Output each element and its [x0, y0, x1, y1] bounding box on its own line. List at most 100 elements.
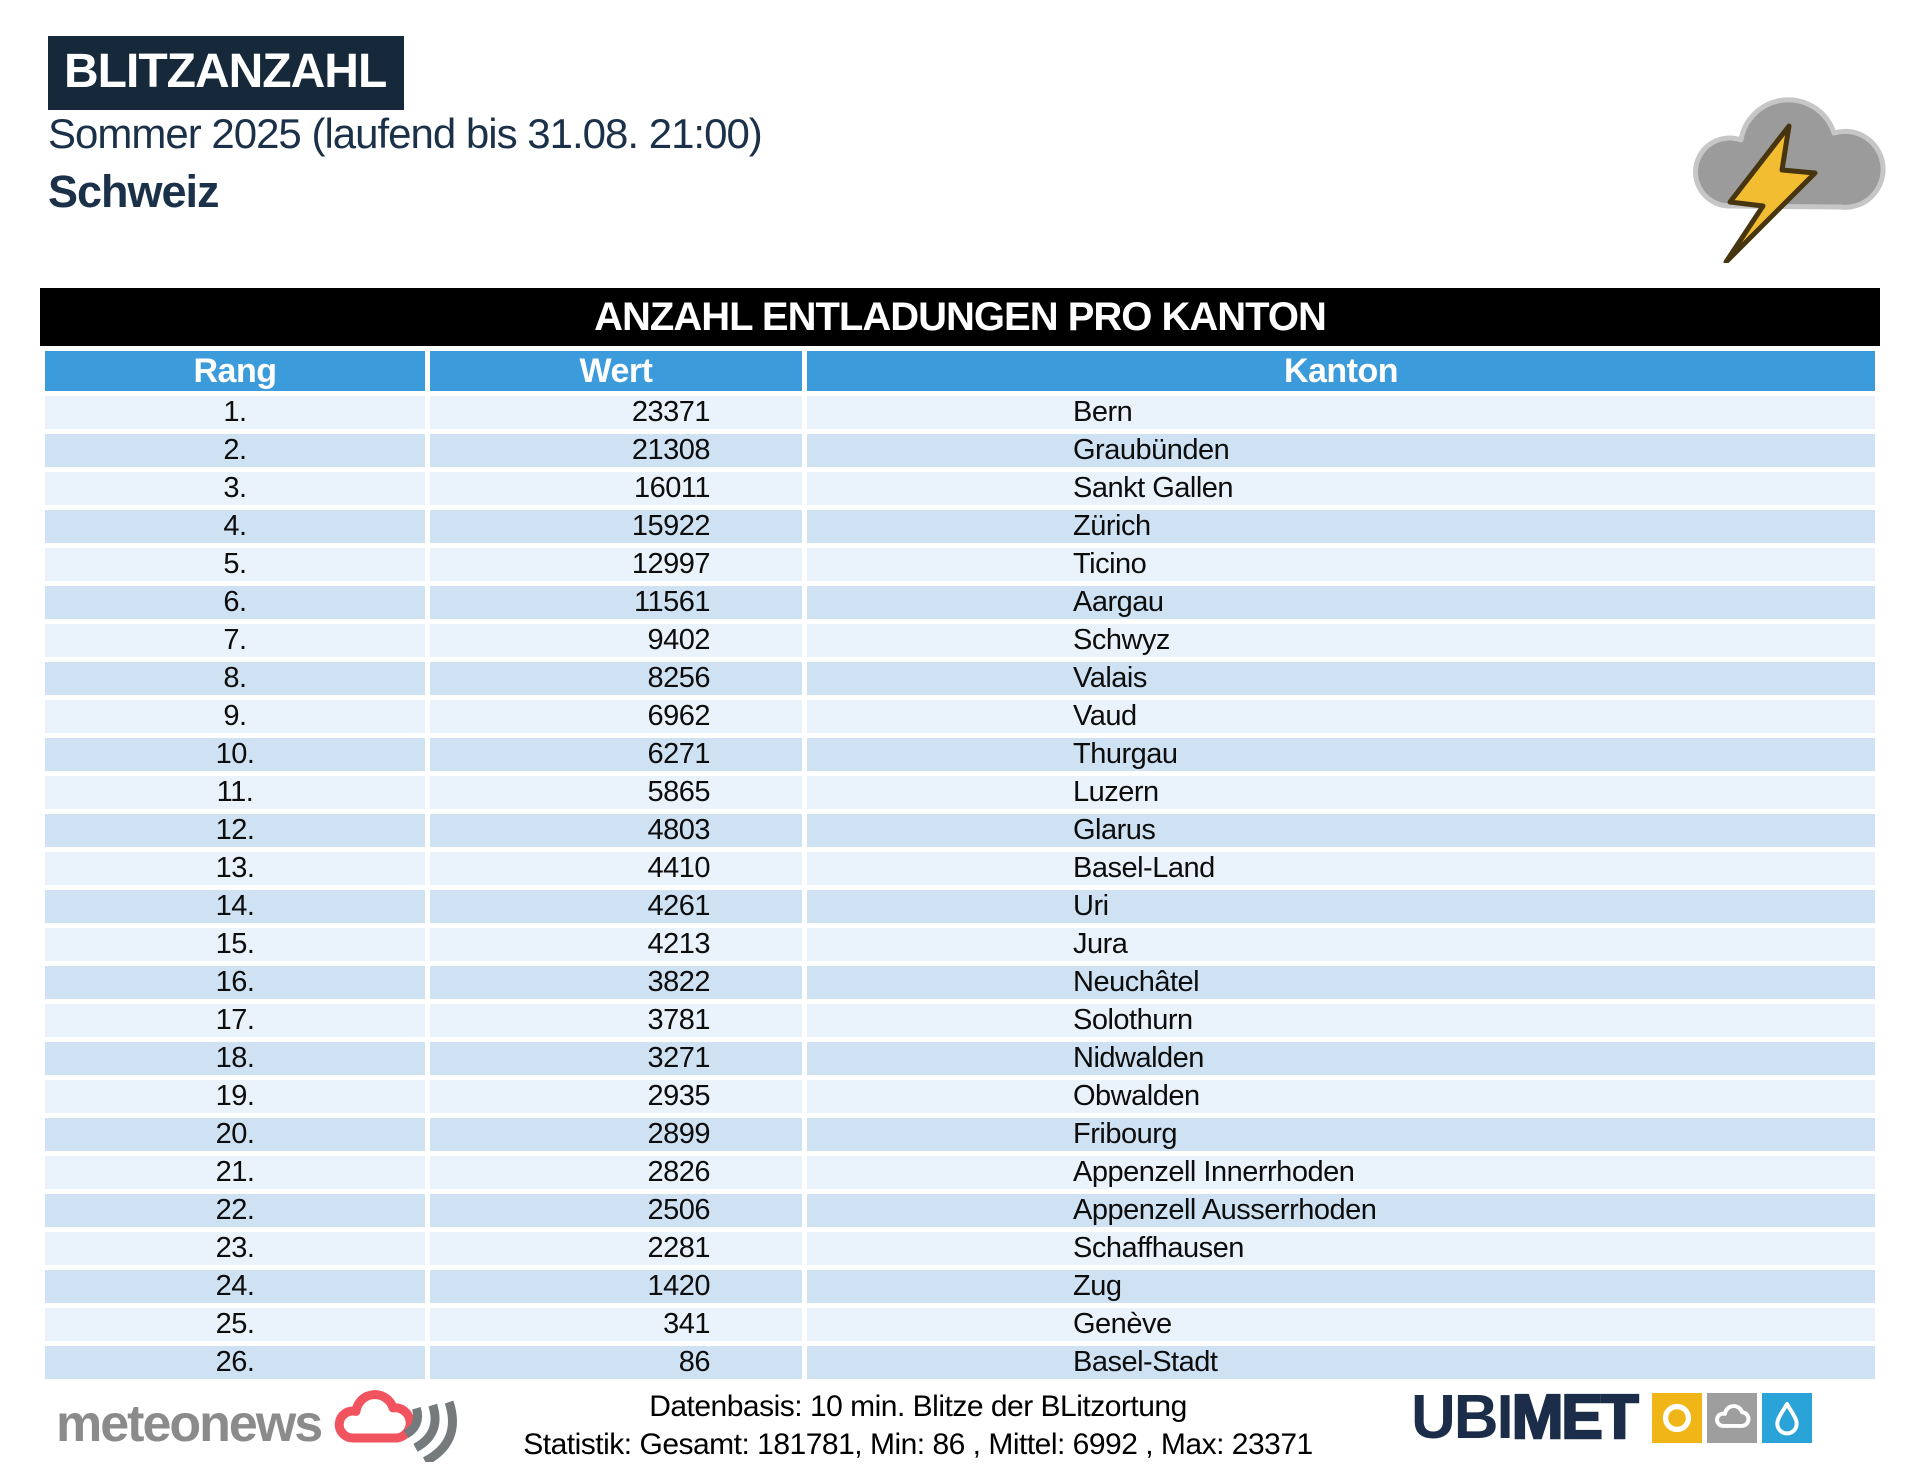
meteonews-wordmark: meteonews — [56, 1395, 323, 1453]
rank-cell: 8. — [45, 662, 425, 695]
ubimet-met: MET — [1511, 1383, 1640, 1452]
column-header-kanton: Kanton — [807, 351, 1875, 391]
rank-cell: 19. — [45, 1080, 425, 1113]
rank-cell: 5. — [45, 548, 425, 581]
rank-cell: 4. — [45, 510, 425, 543]
droplet-icon — [1761, 1393, 1812, 1443]
ubimet-logo: UBIMET — [1411, 1385, 1812, 1450]
table-row: 18. 3271 Nidwalden — [45, 1042, 1875, 1075]
canton-cell: Appenzell Innerrhoden — [807, 1156, 1875, 1189]
rank-cell: 7. — [45, 624, 425, 657]
table-row: 22. 2506 Appenzell Ausserrhoden — [45, 1194, 1875, 1227]
canton-cell: Neuchâtel — [807, 966, 1875, 999]
footer-stats: Datenbasis: 10 min. Blitze der BLitzortu… — [418, 1388, 1418, 1464]
storm-cloud-lightning-icon — [1693, 97, 1886, 263]
rank-cell: 26. — [45, 1346, 425, 1379]
page-title: BLITZANZAHL — [48, 36, 405, 110]
rank-cell: 17. — [45, 1004, 425, 1037]
rank-cell: 22. — [45, 1194, 425, 1227]
value-cell: 16011 — [430, 472, 802, 505]
value-cell: 5865 — [430, 776, 802, 809]
table-row: 5. 12997 Ticino — [45, 548, 1875, 581]
table-row: 4. 15922 Zürich — [45, 510, 1875, 543]
canton-cell: Nidwalden — [807, 1042, 1875, 1075]
canton-cell: Genève — [807, 1308, 1875, 1341]
canton-cell: Obwalden — [807, 1080, 1875, 1113]
canton-cell: Sankt Gallen — [807, 472, 1875, 505]
value-cell: 6962 — [430, 700, 802, 733]
value-cell: 9402 — [430, 624, 802, 657]
table-row: 14. 4261 Uri — [45, 890, 1875, 923]
rank-cell: 13. — [45, 852, 425, 885]
table-row: 26. 86 Basel-Stadt — [45, 1346, 1875, 1379]
canton-cell: Aargau — [807, 586, 1875, 619]
canton-cell: Zürich — [807, 510, 1875, 543]
canton-cell: Zug — [807, 1270, 1875, 1303]
table-row: 2. 21308 Graubünden — [45, 434, 1875, 467]
canton-cell: Fribourg — [807, 1118, 1875, 1151]
table-row: 23. 2281 Schaffhausen — [45, 1232, 1875, 1265]
table-row: 13. 4410 Basel-Land — [45, 852, 1875, 885]
table-row: 24. 1420 Zug — [45, 1270, 1875, 1303]
canton-cell: Luzern — [807, 776, 1875, 809]
table-row: 12. 4803 Glarus — [45, 814, 1875, 847]
meteonews-logo: meteonews — [56, 1388, 458, 1462]
table-row: 10. 6271 Thurgau — [45, 738, 1875, 771]
value-cell: 4213 — [430, 928, 802, 961]
column-header-rang: Rang — [45, 351, 425, 391]
rank-cell: 1. — [45, 396, 425, 429]
value-cell: 6271 — [430, 738, 802, 771]
table-row: 9. 6962 Vaud — [45, 700, 1875, 733]
canton-cell: Appenzell Ausserrhoden — [807, 1194, 1875, 1227]
rank-cell: 9. — [45, 700, 425, 733]
rank-cell: 10. — [45, 738, 425, 771]
canton-table: ANZAHL ENTLADUNGEN PRO KANTON Rang Wert … — [40, 288, 1880, 1384]
value-cell: 3781 — [430, 1004, 802, 1037]
value-cell: 2281 — [430, 1232, 802, 1265]
table-row: 1. 23371 Bern — [45, 396, 1875, 429]
canton-cell: Jura — [807, 928, 1875, 961]
rank-cell: 18. — [45, 1042, 425, 1075]
canton-cell: Glarus — [807, 814, 1875, 847]
rank-cell: 24. — [45, 1270, 425, 1303]
value-cell: 2899 — [430, 1118, 802, 1151]
value-cell: 11561 — [430, 586, 802, 619]
table-row: 6. 11561 Aargau — [45, 586, 1875, 619]
rank-cell: 16. — [45, 966, 425, 999]
canton-cell: Vaud — [807, 700, 1875, 733]
canton-cell: Ticino — [807, 548, 1875, 581]
canton-cell: Schwyz — [807, 624, 1875, 657]
value-cell: 4261 — [430, 890, 802, 923]
table-row: 15. 4213 Jura — [45, 928, 1875, 961]
sun-icon — [1651, 1393, 1702, 1443]
rank-cell: 6. — [45, 586, 425, 619]
rank-cell: 25. — [45, 1308, 425, 1341]
canton-cell: Schaffhausen — [807, 1232, 1875, 1265]
value-cell: 3271 — [430, 1042, 802, 1075]
column-header-wert: Wert — [430, 351, 802, 391]
statistics-line: Statistik: Gesamt: 181781, Min: 86 , Mit… — [523, 1428, 1313, 1461]
canton-cell: Uri — [807, 890, 1875, 923]
value-cell: 4410 — [430, 852, 802, 885]
canton-cell: Graubünden — [807, 434, 1875, 467]
meteonews-cloud-waves-icon — [335, 1390, 458, 1462]
ubimet-ubi: UBI — [1411, 1383, 1514, 1452]
canton-cell: Solothurn — [807, 1004, 1875, 1037]
canton-cell: Basel-Stadt — [807, 1346, 1875, 1379]
region-label: Schweiz — [48, 166, 220, 217]
rank-cell: 2. — [45, 434, 425, 467]
value-cell: 21308 — [430, 434, 802, 467]
table-row: 3. 16011 Sankt Gallen — [45, 472, 1875, 505]
table-row: 16. 3822 Neuchâtel — [45, 966, 1875, 999]
table-title: ANZAHL ENTLADUNGEN PRO KANTON — [40, 288, 1880, 346]
table-row: 19. 2935 Obwalden — [45, 1080, 1875, 1113]
table-row: 17. 3781 Solothurn — [45, 1004, 1875, 1037]
value-cell: 3822 — [430, 966, 802, 999]
subtitle-period: Sommer 2025 (laufend bis 31.08. 21:00) — [48, 110, 763, 157]
canton-cell: Basel-Land — [807, 852, 1875, 885]
rank-cell: 15. — [45, 928, 425, 961]
table-grid: Rang Wert Kanton 1. 23371 Bern 2. 21308 Graub… — [40, 346, 1880, 1384]
value-cell: 2826 — [430, 1156, 802, 1189]
value-cell: 1420 — [430, 1270, 802, 1303]
